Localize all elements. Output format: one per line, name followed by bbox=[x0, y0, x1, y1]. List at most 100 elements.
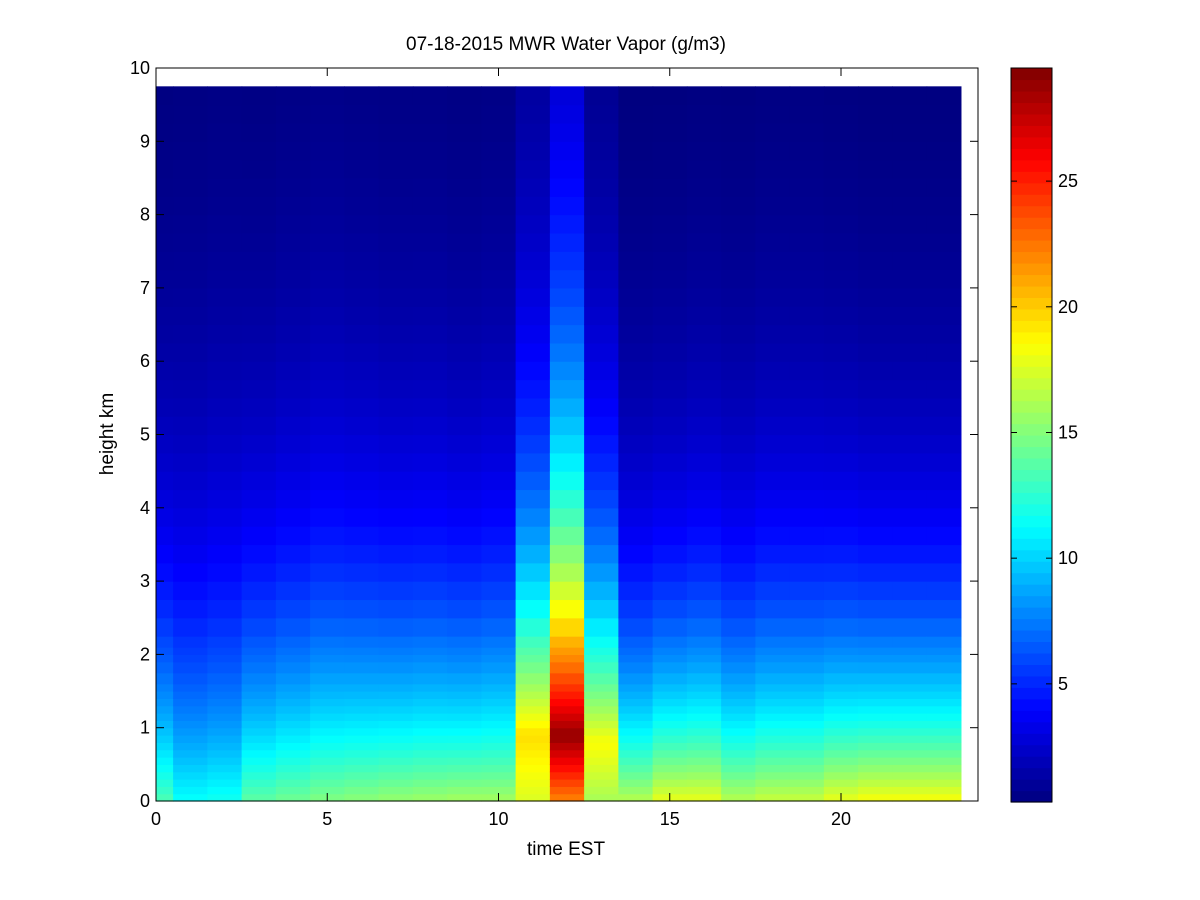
heatmap-cell bbox=[652, 269, 688, 289]
heatmap-cell bbox=[686, 434, 722, 454]
heatmap-cell bbox=[892, 698, 928, 707]
heatmap-cell bbox=[549, 251, 585, 271]
heatmap-cell bbox=[584, 735, 619, 743]
heatmap-cell bbox=[275, 177, 311, 197]
heatmap-cell bbox=[310, 727, 345, 736]
heatmap-cell bbox=[721, 720, 756, 729]
heatmap-cell bbox=[892, 793, 928, 802]
heatmap-cell bbox=[344, 141, 380, 161]
heatmap-cell bbox=[310, 251, 345, 271]
heatmap-cell bbox=[241, 287, 277, 307]
heatmap-cell bbox=[686, 452, 722, 472]
colorbar-segment bbox=[1011, 377, 1052, 390]
heatmap-cell bbox=[344, 251, 380, 271]
heatmap-cell bbox=[823, 489, 859, 509]
heatmap-cell bbox=[412, 232, 448, 252]
heatmap-cell bbox=[755, 793, 791, 802]
heatmap-cell bbox=[823, 86, 859, 106]
heatmap-cell bbox=[378, 779, 414, 787]
heatmap-cell bbox=[721, 379, 756, 399]
heatmap-cell bbox=[892, 416, 928, 436]
heatmap-cell bbox=[173, 196, 208, 216]
heatmap-cell bbox=[207, 104, 243, 124]
heatmap-cell bbox=[241, 764, 277, 773]
heatmap-cell bbox=[481, 269, 517, 289]
colorbar-segment bbox=[1011, 664, 1052, 677]
heatmap-cell bbox=[207, 749, 243, 758]
heatmap-cell bbox=[207, 214, 243, 234]
heatmap-cell bbox=[823, 361, 859, 381]
heatmap-cell bbox=[755, 141, 791, 161]
colorbar-segment bbox=[1011, 79, 1052, 92]
heatmap-cell bbox=[686, 526, 722, 546]
heatmap-cell bbox=[789, 342, 825, 362]
heatmap-cell bbox=[378, 757, 414, 765]
heatmap-cell bbox=[412, 581, 448, 601]
heatmap-cell bbox=[378, 159, 414, 179]
heatmap-cell bbox=[926, 636, 962, 648]
colorbar-segment bbox=[1011, 435, 1052, 448]
heatmap-cell bbox=[926, 691, 962, 699]
heatmap-cell bbox=[652, 599, 688, 619]
heatmap-cell bbox=[652, 507, 688, 527]
heatmap-cell bbox=[823, 749, 859, 758]
heatmap-cell bbox=[549, 705, 585, 714]
heatmap-cell bbox=[481, 287, 517, 307]
heatmap-cell bbox=[344, 544, 380, 564]
heatmap-cell bbox=[275, 526, 311, 546]
heatmap-cell bbox=[755, 361, 791, 381]
heatmap-cell bbox=[584, 771, 619, 780]
heatmap-cell bbox=[926, 672, 962, 685]
heatmap-cell bbox=[823, 306, 859, 326]
heatmap-cell bbox=[156, 342, 174, 362]
heatmap-cell bbox=[686, 177, 722, 197]
heatmap-cell bbox=[275, 104, 311, 124]
heatmap-cell bbox=[858, 379, 893, 399]
heatmap-cell bbox=[549, 507, 585, 527]
heatmap-cell bbox=[310, 636, 345, 648]
heatmap-cell bbox=[892, 159, 928, 179]
heatmap-cell bbox=[156, 141, 174, 161]
heatmap-cell bbox=[241, 141, 277, 161]
heatmap-cell bbox=[173, 416, 208, 436]
heatmap-cell bbox=[447, 251, 482, 271]
heatmap-cell bbox=[721, 705, 756, 714]
heatmap-cell bbox=[173, 507, 208, 527]
heatmap-cell bbox=[652, 757, 688, 765]
heatmap-cell bbox=[823, 764, 859, 773]
heatmap-cell bbox=[241, 636, 277, 648]
heatmap-cell bbox=[481, 757, 517, 765]
heatmap-cell bbox=[447, 661, 482, 674]
heatmap-cell bbox=[823, 562, 859, 582]
heatmap-cell bbox=[789, 779, 825, 787]
heatmap-cell bbox=[652, 232, 688, 252]
heatmap-cell bbox=[344, 654, 380, 663]
heatmap-cell bbox=[412, 779, 448, 787]
colorbar-segment bbox=[1011, 90, 1052, 104]
heatmap-cell bbox=[207, 361, 243, 381]
colorbar-segment bbox=[1011, 343, 1052, 356]
heatmap-cell bbox=[310, 342, 345, 362]
colorbar-segment bbox=[1011, 148, 1052, 161]
heatmap-cell bbox=[378, 636, 414, 648]
heatmap-cell bbox=[156, 177, 174, 197]
heatmap-cell bbox=[481, 713, 517, 721]
heatmap-cell bbox=[173, 342, 208, 362]
heatmap-cell bbox=[789, 287, 825, 307]
heatmap-cell bbox=[823, 713, 859, 721]
heatmap-cell bbox=[823, 727, 859, 736]
heatmap-cell bbox=[207, 342, 243, 362]
heatmap-cell bbox=[892, 720, 928, 729]
heatmap-cell bbox=[789, 86, 825, 106]
heatmap-cell bbox=[515, 647, 551, 655]
heatmap-cell bbox=[721, 661, 756, 674]
heatmap-cell bbox=[858, 287, 893, 307]
heatmap-cell bbox=[173, 159, 208, 179]
heatmap-cell bbox=[481, 342, 517, 362]
heatmap-cell bbox=[789, 471, 825, 491]
heatmap-cell bbox=[755, 177, 791, 197]
heatmap-cell bbox=[618, 793, 654, 802]
heatmap-cell bbox=[892, 141, 928, 161]
heatmap-cell bbox=[344, 771, 380, 780]
